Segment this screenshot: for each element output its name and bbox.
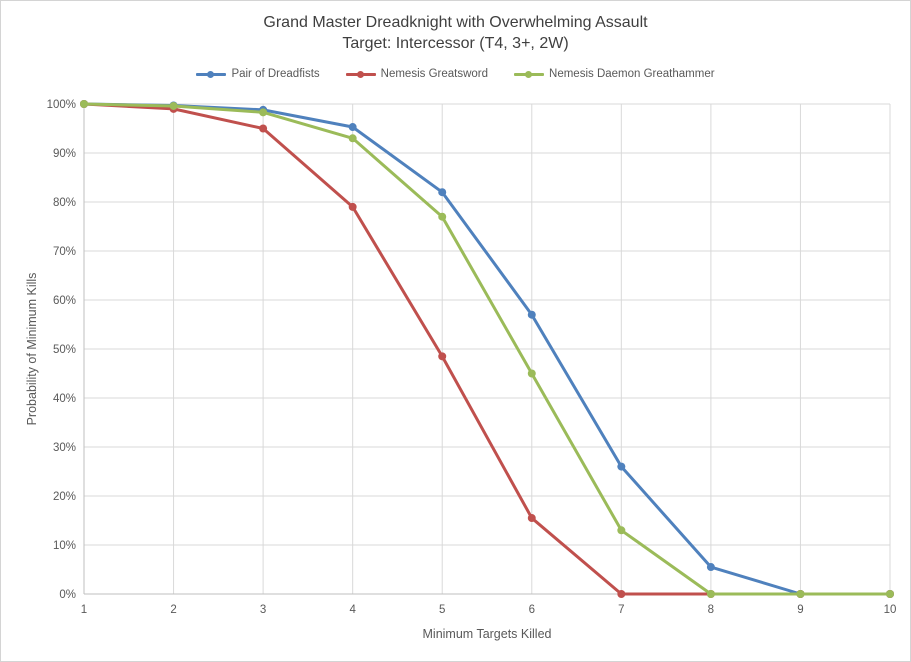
y-tick-label: 40% (53, 393, 76, 405)
data-point (80, 100, 88, 108)
x-tick-label: 8 (708, 604, 714, 616)
y-tick-label: 90% (53, 148, 76, 160)
y-tick-label: 80% (53, 197, 76, 209)
x-tick-label: 9 (797, 604, 803, 616)
y-tick-label: 20% (53, 491, 76, 503)
legend-item-pair-of-dreadfists: Pair of Dreadfists (196, 68, 320, 80)
data-point (617, 590, 626, 598)
legend-label: Nemesis Daemon Greathammer (549, 68, 715, 80)
y-tick-label: 60% (53, 295, 76, 307)
data-point (527, 514, 536, 523)
data-point (348, 202, 357, 211)
data-point (348, 123, 357, 132)
y-tick-label: 30% (53, 442, 76, 454)
data-point (617, 526, 626, 535)
x-tick-label: 4 (349, 604, 356, 616)
x-tick-label: 3 (260, 604, 266, 616)
data-point (438, 212, 447, 221)
chart-title: Grand Master Dreadknight with Overwhelmi… (263, 14, 648, 31)
data-point (617, 462, 626, 471)
data-point (438, 352, 447, 361)
x-tick-label: 10 (884, 604, 897, 616)
legend-label: Pair of Dreadfists (231, 68, 320, 80)
chart-subtitle: Target: Intercessor (T4, 3+, 2W) (342, 35, 569, 52)
chart-title-block: Grand Master Dreadknight with Overwhelmi… (1, 12, 910, 54)
y-tick-label: 0% (59, 589, 76, 601)
legend-line-marker-icon (196, 70, 227, 78)
legend-label: Nemesis Greatsword (380, 68, 489, 80)
y-tick-label: 100% (47, 99, 76, 111)
x-tick-label: 7 (618, 604, 624, 616)
y-tick-label: 10% (53, 540, 76, 552)
y-tick-label: 70% (53, 246, 76, 258)
legend-line-marker-icon (345, 70, 376, 78)
legend-line-marker-icon (514, 70, 545, 78)
data-point (706, 563, 715, 572)
legend-item-nemesis-daemon-greathammer: Nemesis Daemon Greathammer (514, 68, 715, 80)
data-point (886, 590, 894, 598)
data-point (259, 124, 268, 133)
data-point (527, 310, 536, 319)
data-point (438, 188, 447, 197)
y-axis-title: Probability of Minimum Kills (25, 272, 39, 426)
data-point (259, 108, 268, 117)
x-tick-label: 6 (529, 604, 535, 616)
data-point (527, 369, 536, 378)
legend: Pair of Dreadfists Nemesis Greatsword Ne… (1, 66, 910, 82)
y-tick-label: 50% (53, 344, 76, 356)
x-axis-title: Minimum Targets Killed (422, 627, 552, 641)
x-tick-label: 5 (439, 604, 445, 616)
data-point (706, 590, 715, 598)
x-tick-label: 2 (170, 604, 176, 616)
x-tick-label: 1 (81, 604, 87, 616)
legend-item-nemesis-greatsword: Nemesis Greatsword (345, 68, 489, 80)
data-point (169, 101, 178, 110)
series-nemesis-daemon-greathammer (80, 100, 894, 598)
data-point (796, 590, 805, 598)
data-point (348, 134, 357, 143)
